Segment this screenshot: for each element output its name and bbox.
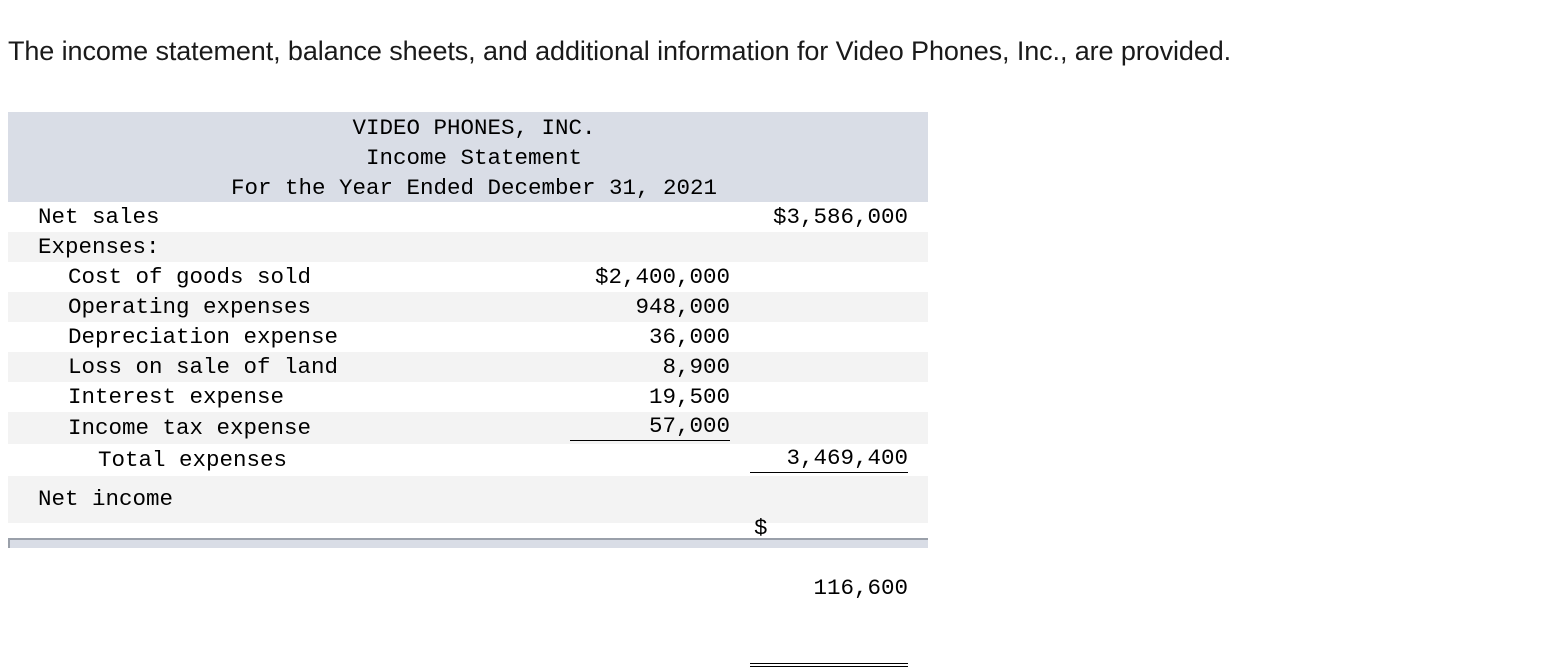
expense-row: Income tax expense 57,000 bbox=[8, 412, 928, 444]
expense-label: Cost of goods sold bbox=[68, 264, 312, 290]
statement-period: For the Year Ended December 31, 2021 bbox=[230, 175, 718, 201]
expense-amount: 57,000 bbox=[570, 412, 730, 441]
statement-title: Income Statement bbox=[365, 145, 583, 171]
net-income-amount-cell: $ 116,600 bbox=[750, 483, 908, 667]
expense-row: Operating expenses 948,000 bbox=[8, 292, 928, 322]
expense-label: Operating expenses bbox=[68, 294, 312, 320]
expense-row: Cost of goods sold $2,400,000 bbox=[8, 262, 928, 292]
net-income-row: Net income $ 116,600 bbox=[8, 476, 928, 667]
expense-row: Loss on sale of land 8,900 bbox=[8, 352, 928, 382]
expense-amount: 8,900 bbox=[662, 354, 730, 380]
expense-amount: 948,000 bbox=[635, 294, 730, 320]
net-sales-row: Net sales $3,586,000 bbox=[8, 202, 928, 232]
intro-text: The income statement, balance sheets, an… bbox=[8, 36, 1232, 66]
net-sales-label: Net sales bbox=[38, 204, 160, 230]
expense-row: Interest expense 19,500 bbox=[8, 382, 928, 412]
total-expenses-row: Total expenses 3,469,400 bbox=[8, 444, 928, 476]
expenses-heading-row: Expenses: bbox=[8, 232, 928, 262]
expense-label: Income tax expense bbox=[68, 415, 312, 441]
expense-amount: 36,000 bbox=[648, 324, 730, 350]
statement-header: VIDEO PHONES, INC. Income Statement For … bbox=[8, 112, 928, 202]
expense-amount: $2,400,000 bbox=[594, 264, 730, 290]
expense-row: Depreciation expense 36,000 bbox=[8, 322, 928, 352]
total-expenses-label: Total expenses bbox=[98, 447, 288, 473]
total-expenses-amount: 3,469,400 bbox=[750, 444, 908, 473]
expense-label: Depreciation expense bbox=[68, 324, 339, 350]
expense-label: Loss on sale of land bbox=[68, 354, 339, 380]
expenses-label: Expenses: bbox=[38, 234, 160, 260]
income-statement-table: VIDEO PHONES, INC. Income Statement For … bbox=[8, 112, 928, 667]
net-sales-amount: $3,586,000 bbox=[772, 204, 908, 230]
scrollbar-track[interactable] bbox=[8, 538, 928, 548]
net-income-label: Net income bbox=[38, 486, 174, 512]
expense-label: Interest expense bbox=[68, 384, 285, 410]
company-name: VIDEO PHONES, INC. bbox=[352, 115, 596, 141]
expense-amount: 19,500 bbox=[648, 384, 730, 410]
net-income-currency: $ bbox=[754, 515, 768, 541]
